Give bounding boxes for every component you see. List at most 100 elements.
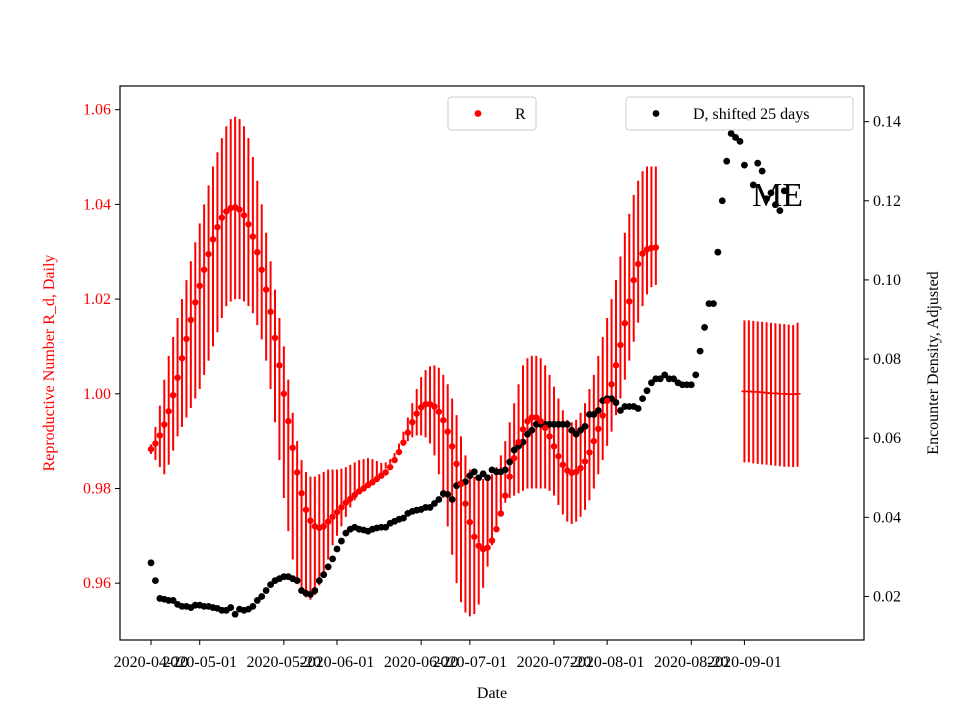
r-point xyxy=(448,443,456,450)
r-point xyxy=(440,417,447,424)
r-point xyxy=(214,223,221,231)
d-point xyxy=(661,371,669,379)
legend-d-marker xyxy=(652,110,660,117)
x-tick-label: 2020-07-20 xyxy=(517,654,592,671)
r-point xyxy=(471,533,478,540)
d-point xyxy=(758,167,766,175)
d-point xyxy=(479,470,487,478)
d-point xyxy=(776,207,784,215)
d-point xyxy=(612,399,620,406)
d-point xyxy=(382,523,390,531)
x-tick-label: 2020-06-01 xyxy=(300,654,375,671)
d-point xyxy=(431,500,438,507)
d-point xyxy=(572,430,580,438)
d-point xyxy=(475,474,483,482)
r-point xyxy=(457,480,465,487)
legend-r-box xyxy=(447,96,537,131)
r-point xyxy=(444,428,451,435)
r-point xyxy=(413,410,420,417)
r-point xyxy=(524,418,531,425)
d-point xyxy=(754,159,762,167)
region-annotation: ME xyxy=(752,177,803,214)
r-point xyxy=(307,517,314,524)
d-point xyxy=(714,248,722,256)
right-y-tick-label: 0.06 xyxy=(873,430,901,447)
r-point xyxy=(351,491,358,499)
d-point xyxy=(320,571,328,579)
d-point xyxy=(262,587,270,594)
r-point xyxy=(559,461,567,469)
x-tick-label: 2020-05-20 xyxy=(247,654,322,671)
d-series-points xyxy=(147,114,788,618)
legend-d-box xyxy=(625,96,854,131)
d-point xyxy=(727,130,735,137)
left-y-tick-label: 1.02 xyxy=(83,291,111,308)
right-y-tick-label: 0.04 xyxy=(873,509,901,526)
x-tick-label: 2020-09-01 xyxy=(707,654,782,671)
r-point xyxy=(293,469,301,476)
d-point xyxy=(577,426,584,434)
d-point xyxy=(710,300,717,308)
left-y-tick-label: 0.98 xyxy=(83,480,111,497)
r-point xyxy=(453,460,460,468)
d-point xyxy=(444,490,452,498)
r-point xyxy=(302,506,310,513)
r-point xyxy=(196,282,203,290)
x-axis-label: Date xyxy=(477,685,507,702)
r-point xyxy=(200,266,208,273)
r-point xyxy=(156,432,164,439)
d-point xyxy=(510,446,518,454)
d-point xyxy=(267,581,274,588)
r-point xyxy=(590,437,598,445)
r-point xyxy=(475,542,482,549)
confidence-intervals xyxy=(150,116,799,617)
d-point xyxy=(147,559,155,567)
left-y-tick-label: 0.96 xyxy=(83,575,111,592)
d-point xyxy=(501,466,509,474)
r-point xyxy=(626,298,633,305)
d-point xyxy=(696,347,704,355)
d-point xyxy=(524,430,531,438)
d-point xyxy=(643,387,651,395)
r-point xyxy=(493,526,500,533)
r-point xyxy=(240,212,248,219)
r-point xyxy=(147,445,155,453)
r-point xyxy=(391,456,398,464)
r-point xyxy=(187,316,195,324)
r-point xyxy=(254,249,261,256)
d-point xyxy=(718,197,726,205)
d-point xyxy=(648,379,655,387)
d-point xyxy=(780,187,788,195)
r-point xyxy=(369,479,376,486)
r-point xyxy=(586,449,593,456)
d-point xyxy=(772,201,779,209)
d-point xyxy=(293,577,301,585)
d-point xyxy=(741,161,748,169)
r-point xyxy=(360,485,367,492)
d-point xyxy=(253,597,261,604)
r-point xyxy=(329,513,336,521)
r-point xyxy=(519,426,527,433)
d-point xyxy=(687,381,695,389)
r-point xyxy=(289,444,296,451)
r-point xyxy=(634,260,642,268)
d-point xyxy=(258,593,266,600)
r-point xyxy=(395,448,403,456)
r-point xyxy=(550,443,558,450)
r-point xyxy=(652,244,660,251)
r-point xyxy=(320,523,327,530)
r-point xyxy=(603,397,611,405)
r-point xyxy=(152,440,159,447)
left-y-tick-label: 1.06 xyxy=(83,102,111,119)
r-point xyxy=(258,266,265,273)
r-point xyxy=(541,424,549,432)
d-point xyxy=(329,555,336,563)
legend: R D, shifted 25 days xyxy=(447,96,854,131)
r-point xyxy=(404,429,412,436)
r-point xyxy=(409,418,416,426)
r-point xyxy=(612,362,620,369)
r-point xyxy=(267,308,274,316)
r-point xyxy=(165,408,172,415)
r-point xyxy=(333,508,341,516)
d-point xyxy=(484,474,491,482)
